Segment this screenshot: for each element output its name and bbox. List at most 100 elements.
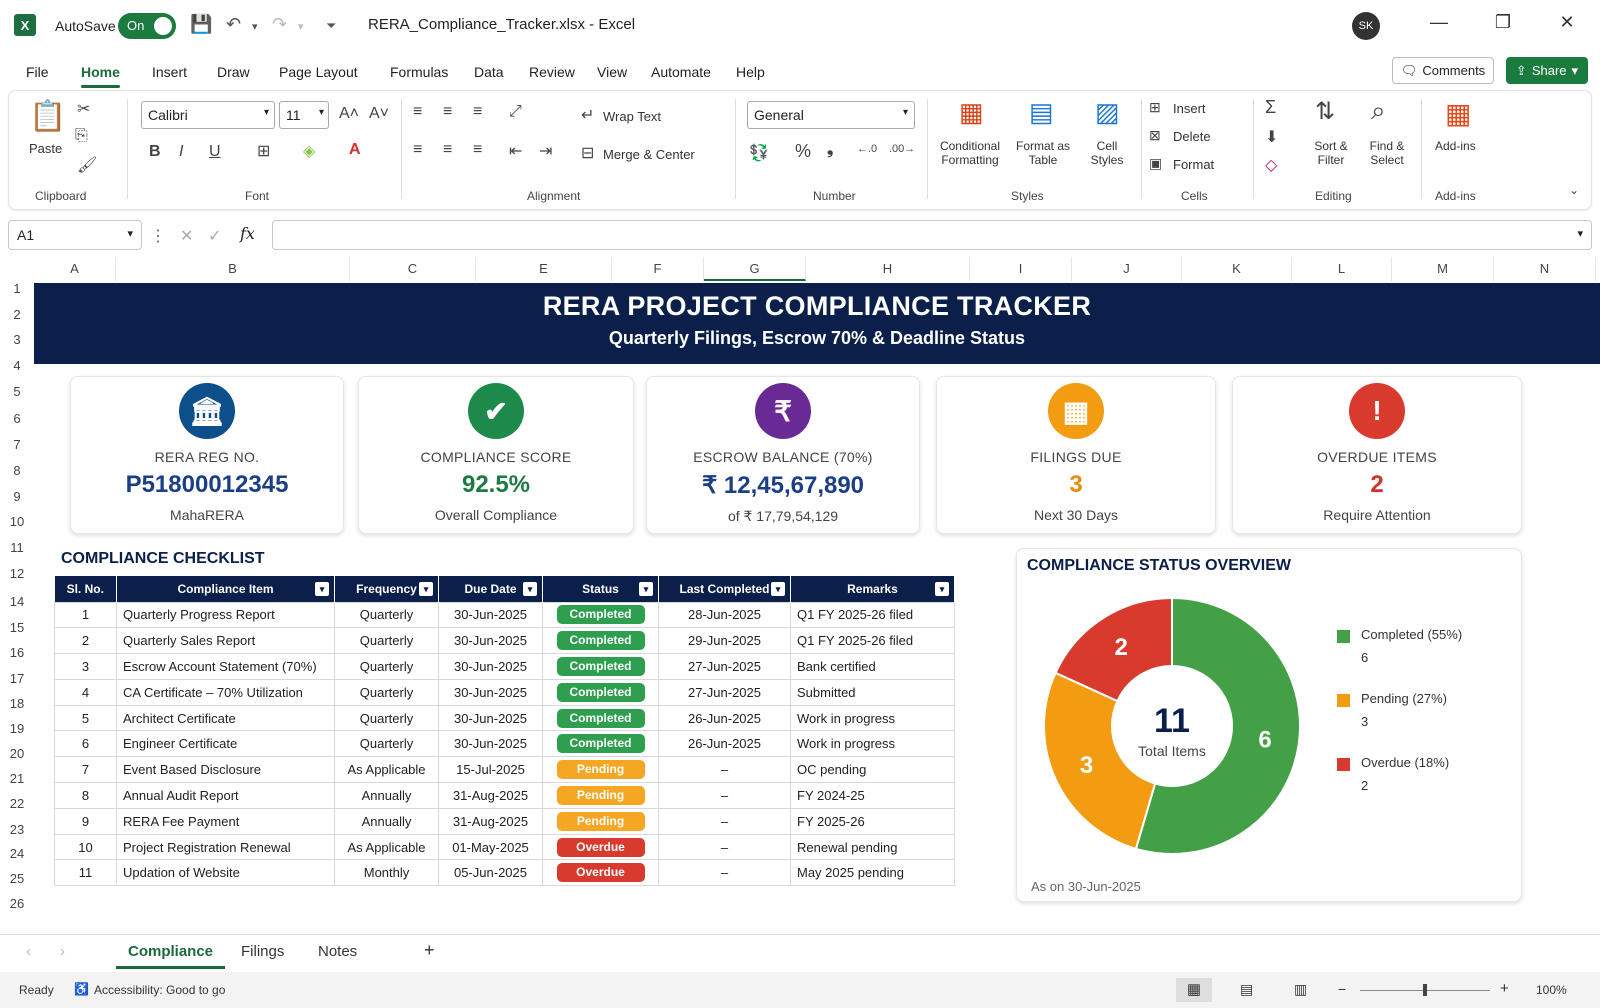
row-header[interactable]: 11 bbox=[10, 540, 24, 555]
tab-data[interactable]: Data bbox=[474, 64, 504, 80]
filter-dropdown-icon[interactable]: ▾ bbox=[639, 582, 653, 596]
table-cell[interactable]: Quarterly bbox=[334, 653, 439, 680]
table-cell[interactable]: Renewal pending bbox=[790, 833, 955, 861]
table-cell[interactable]: 6 bbox=[54, 730, 117, 758]
row-header[interactable]: 14 bbox=[9, 594, 25, 609]
bold-icon[interactable]: B bbox=[149, 143, 161, 160]
paste-icon[interactable]: 📋 bbox=[29, 100, 67, 133]
tab-page-layout[interactable]: Page Layout bbox=[279, 64, 358, 80]
tab-automate[interactable]: Automate bbox=[651, 64, 711, 80]
decrease-decimal-icon[interactable]: .00→ bbox=[889, 143, 916, 155]
row-header[interactable]: 20 bbox=[9, 746, 25, 761]
table-cell[interactable]: 29-Jun-2025 bbox=[658, 627, 791, 655]
accessibility-status[interactable]: Accessibility: Good to go bbox=[94, 983, 226, 997]
table-cell[interactable]: 27-Jun-2025 bbox=[658, 653, 791, 680]
align-center-icon[interactable]: ≡ bbox=[443, 141, 453, 158]
sort-filter-button[interactable]: Sort & Filter bbox=[1314, 139, 1348, 167]
table-cell[interactable]: Quarterly bbox=[334, 730, 439, 758]
table-cell[interactable]: Completed bbox=[542, 627, 659, 655]
table-cell[interactable]: Escrow Account Statement (70%) bbox=[116, 653, 335, 680]
table-cell[interactable]: Project Registration Renewal bbox=[116, 833, 335, 861]
col-header[interactable]: C bbox=[350, 257, 476, 281]
table-cell[interactable]: FY 2025-26 bbox=[790, 807, 955, 835]
autosum-icon[interactable]: Σ bbox=[1265, 97, 1277, 117]
table-cell[interactable]: Engineer Certificate bbox=[116, 730, 335, 758]
minimize-icon[interactable]: — bbox=[1430, 12, 1448, 32]
format-painter-icon[interactable]: 🖌 bbox=[77, 157, 98, 174]
add-ins-button[interactable]: Add-ins bbox=[1435, 139, 1476, 153]
table-cell[interactable]: 4 bbox=[54, 678, 117, 706]
align-bottom-icon[interactable]: ≡ bbox=[473, 103, 483, 120]
table-cell[interactable]: Q1 FY 2025-26 filed bbox=[790, 627, 955, 655]
customize-qat-icon[interactable]: ⏷ bbox=[326, 18, 337, 33]
row-header[interactable]: 8 bbox=[13, 463, 21, 478]
row-header[interactable]: 26 bbox=[9, 896, 25, 911]
col-header[interactable]: L bbox=[1292, 257, 1392, 281]
row-header[interactable]: 10 bbox=[9, 514, 25, 529]
delete-cells-button[interactable]: Delete bbox=[1173, 129, 1211, 144]
table-cell[interactable]: Completed bbox=[542, 601, 659, 629]
filter-dropdown-icon[interactable]: ▾ bbox=[315, 582, 329, 596]
table-cell[interactable]: Pending bbox=[542, 756, 659, 784]
row-header[interactable]: 1 bbox=[13, 281, 21, 296]
row-header[interactable]: 23 bbox=[9, 822, 25, 837]
align-top-icon[interactable]: ≡ bbox=[413, 103, 423, 120]
table-cell[interactable]: Completed bbox=[542, 678, 659, 706]
font-color-icon[interactable]: A bbox=[349, 141, 361, 158]
sheet-tab-notes[interactable]: Notes bbox=[318, 943, 358, 960]
avatar[interactable]: SK bbox=[1352, 12, 1380, 40]
table-cell[interactable]: Quarterly Progress Report bbox=[116, 601, 335, 629]
sort-filter-icon[interactable]: ⇅ bbox=[1315, 98, 1336, 125]
cut-icon[interactable]: ✂ bbox=[77, 101, 91, 118]
format-as-table-button[interactable]: Format as Table bbox=[1015, 139, 1070, 167]
name-box[interactable]: A1 ▾ bbox=[8, 220, 142, 250]
table-cell[interactable]: 9 bbox=[54, 807, 117, 835]
table-cell[interactable]: 10 bbox=[54, 833, 117, 861]
borders-icon[interactable]: ⊞ bbox=[257, 143, 271, 160]
page-break-view-icon[interactable]: ▥ bbox=[1294, 981, 1308, 997]
table-cell[interactable]: Quarterly bbox=[334, 627, 439, 655]
font-name-select[interactable]: Calibri ▾ bbox=[141, 101, 275, 129]
row-header[interactable]: 5 bbox=[13, 384, 21, 399]
table-cell[interactable]: Work in progress bbox=[790, 704, 955, 732]
row-header[interactable]: 9 bbox=[13, 489, 21, 504]
zoom-out-icon[interactable]: − bbox=[1338, 981, 1347, 997]
table-cell[interactable]: May 2025 pending bbox=[790, 859, 955, 887]
tab-formulas[interactable]: Formulas bbox=[390, 64, 449, 80]
find-select-icon[interactable]: ⌕ bbox=[1371, 95, 1386, 125]
cell-styles-button[interactable]: Cell Styles bbox=[1090, 139, 1124, 167]
filter-dropdown-icon[interactable]: ▾ bbox=[771, 582, 785, 596]
accessibility-icon[interactable]: ♿ bbox=[74, 982, 89, 996]
table-cell[interactable]: Architect Certificate bbox=[116, 704, 335, 732]
table-cell[interactable]: – bbox=[658, 756, 791, 784]
row-header[interactable]: 6 bbox=[13, 411, 21, 426]
orientation-icon[interactable]: ⤢ bbox=[509, 103, 522, 120]
donut-slice[interactable] bbox=[1054, 596, 1173, 703]
tab-view[interactable]: View bbox=[597, 64, 628, 80]
row-header[interactable]: 25 bbox=[9, 871, 25, 886]
row-header[interactable]: 15 bbox=[9, 620, 25, 635]
table-cell[interactable]: 27-Jun-2025 bbox=[658, 678, 791, 706]
table-cell[interactable]: 30-Jun-2025 bbox=[438, 601, 543, 629]
filter-dropdown-icon[interactable]: ▾ bbox=[523, 582, 537, 596]
find-select-button[interactable]: Find & Select bbox=[1369, 139, 1405, 167]
fill-icon[interactable]: ⬇ bbox=[1265, 129, 1279, 146]
table-cell[interactable]: – bbox=[658, 782, 791, 809]
row-header[interactable]: 3 bbox=[13, 332, 21, 347]
col-header[interactable]: A bbox=[34, 257, 116, 281]
table-cell[interactable]: Pending bbox=[542, 782, 659, 809]
align-middle-icon[interactable]: ≡ bbox=[443, 103, 453, 120]
table-cell[interactable]: 5 bbox=[54, 704, 117, 732]
table-cell[interactable]: Overdue bbox=[542, 833, 659, 861]
close-icon[interactable]: ✕ bbox=[1559, 12, 1575, 32]
col-header[interactable]: M bbox=[1392, 257, 1494, 281]
fill-color-icon[interactable]: ◈ bbox=[303, 143, 316, 160]
table-cell[interactable]: 26-Jun-2025 bbox=[658, 730, 791, 758]
row-header[interactable]: 12 bbox=[9, 566, 25, 581]
tab-home[interactable]: Home bbox=[81, 64, 120, 88]
table-cell[interactable]: 31-Aug-2025 bbox=[438, 807, 543, 835]
table-cell[interactable]: 3 bbox=[54, 653, 117, 680]
table-cell[interactable]: CA Certificate – 70% Utilization bbox=[116, 678, 335, 706]
table-cell[interactable]: – bbox=[658, 859, 791, 887]
table-cell[interactable]: Completed bbox=[542, 704, 659, 732]
